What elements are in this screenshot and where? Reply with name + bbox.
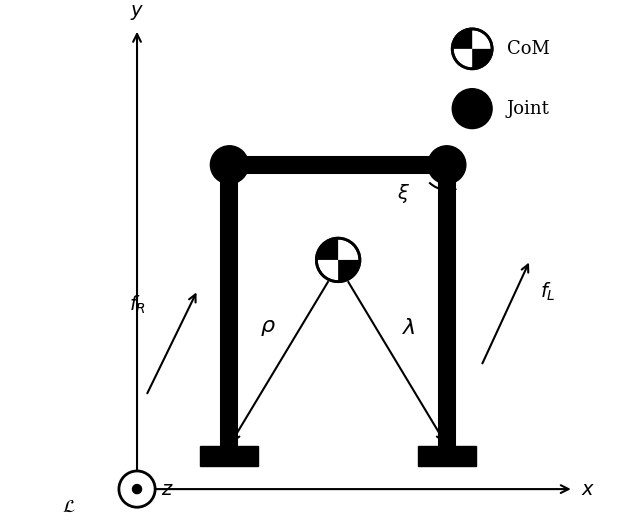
Text: $\rho$: $\rho$ xyxy=(259,318,275,338)
Wedge shape xyxy=(472,49,492,69)
Circle shape xyxy=(316,238,360,282)
Polygon shape xyxy=(200,445,259,465)
Wedge shape xyxy=(338,260,360,282)
Text: $\mathcal{L}$: $\mathcal{L}$ xyxy=(62,498,76,516)
Circle shape xyxy=(428,146,466,184)
Text: $f_R$: $f_R$ xyxy=(129,294,145,316)
Text: $\xi$: $\xi$ xyxy=(397,182,410,205)
Polygon shape xyxy=(418,445,476,465)
Text: $f_L$: $f_L$ xyxy=(540,280,556,303)
Circle shape xyxy=(452,29,492,69)
Circle shape xyxy=(119,471,155,507)
Text: $y$: $y$ xyxy=(130,3,144,21)
Wedge shape xyxy=(316,238,338,260)
Text: Joint: Joint xyxy=(507,100,550,118)
Wedge shape xyxy=(452,29,472,49)
Text: $z$: $z$ xyxy=(161,479,173,499)
Circle shape xyxy=(211,146,248,184)
Circle shape xyxy=(132,485,141,494)
Circle shape xyxy=(452,89,492,128)
Text: $x$: $x$ xyxy=(581,479,595,499)
Text: CoM: CoM xyxy=(507,40,550,58)
Text: $\lambda$: $\lambda$ xyxy=(402,318,416,338)
